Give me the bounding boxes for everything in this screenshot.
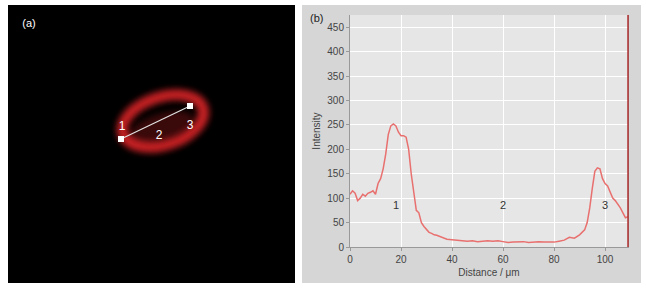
svg-text:Intensity: Intensity (311, 112, 322, 149)
svg-text:150: 150 (327, 168, 344, 179)
svg-text:300: 300 (327, 95, 344, 106)
svg-text:200: 200 (327, 144, 344, 155)
svg-text:350: 350 (327, 71, 344, 82)
svg-text:60: 60 (497, 254, 509, 265)
svg-text:3: 3 (187, 118, 194, 132)
svg-text:0: 0 (347, 254, 353, 265)
svg-text:(a): (a) (22, 17, 35, 29)
svg-text:100: 100 (597, 254, 614, 265)
svg-text:80: 80 (548, 254, 560, 265)
svg-text:50: 50 (333, 217, 345, 228)
svg-text:40: 40 (446, 254, 458, 265)
svg-text:450: 450 (327, 22, 344, 33)
svg-text:1: 1 (393, 199, 399, 211)
svg-text:1: 1 (119, 119, 126, 133)
svg-text:2: 2 (500, 199, 506, 211)
svg-text:Distance / μm: Distance / μm (458, 267, 519, 278)
svg-text:250: 250 (327, 119, 344, 130)
svg-text:2: 2 (156, 128, 163, 142)
svg-text:(b): (b) (310, 12, 323, 24)
svg-text:400: 400 (327, 46, 344, 57)
svg-text:3: 3 (602, 199, 608, 211)
svg-text:20: 20 (395, 254, 407, 265)
svg-text:100: 100 (327, 193, 344, 204)
svg-text:0: 0 (338, 242, 344, 253)
